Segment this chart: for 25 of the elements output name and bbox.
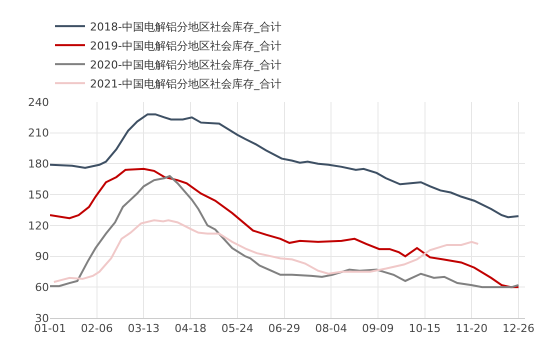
legend-label: 2019-中国电解铝分地区社会库存_合计 bbox=[90, 39, 282, 52]
x-tick-label: 10-15 bbox=[408, 322, 441, 336]
y-tick-label: 90 bbox=[35, 250, 49, 264]
x-tick-label: 09-09 bbox=[362, 322, 394, 336]
y-tick-label: 60 bbox=[35, 280, 49, 294]
line-series bbox=[52, 219, 480, 283]
x-tick-label: 12-26 bbox=[502, 322, 534, 336]
y-tick-label: 180 bbox=[28, 158, 49, 171]
legend-label: 2021-中国电解铝分地区社会库存_合计 bbox=[90, 77, 282, 90]
x-tick-label: 11-20 bbox=[456, 322, 488, 336]
y-tick-label: 150 bbox=[28, 188, 49, 202]
x-tick-label: 04-18 bbox=[174, 322, 207, 336]
x-tick-label: 03-13 bbox=[128, 322, 160, 336]
y-tick-label: 120 bbox=[28, 219, 49, 232]
y-tick-label: 240 bbox=[28, 96, 49, 109]
y-tick-label: 210 bbox=[28, 126, 49, 140]
legend-label: 2018-中国电解铝分地区社会库存_合计 bbox=[90, 20, 282, 34]
x-tick-label: 08-04 bbox=[315, 322, 348, 336]
x-tick-label: 06-29 bbox=[268, 322, 300, 336]
y-tick-label: 30 bbox=[35, 312, 49, 325]
x-tick-label: 02-06 bbox=[80, 322, 113, 336]
line-series bbox=[50, 113, 520, 218]
x-tick-label: 01-01 bbox=[34, 322, 66, 336]
x-tick-label: 05-24 bbox=[221, 322, 254, 336]
legend-label: 2020-中国电解铝分地区社会库存_合计 bbox=[90, 58, 282, 72]
